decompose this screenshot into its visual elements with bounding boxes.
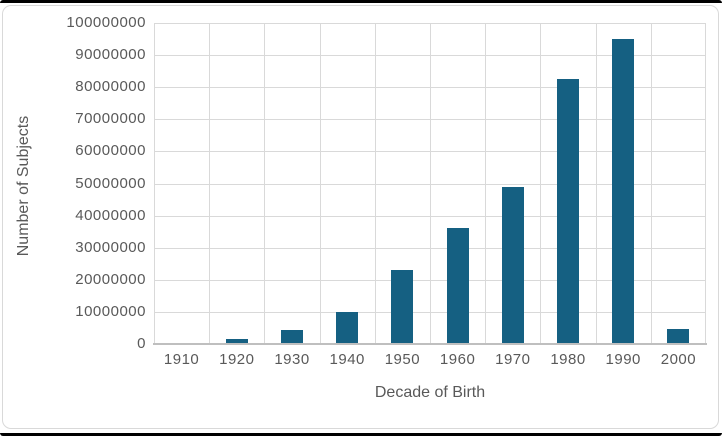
gridline-vertical <box>540 23 542 344</box>
y-tick-label: 40000000 <box>75 206 146 224</box>
bar-2000 <box>667 328 690 344</box>
gridline-vertical <box>264 23 266 344</box>
bar-1940 <box>336 311 359 344</box>
y-axis-tick-labels: 0 10000000 20000000 30000000 40000000 5000000… <box>0 15 146 352</box>
y-tick-label: 50000000 <box>75 174 146 192</box>
x-tick-label: 1970 <box>495 351 531 368</box>
x-tick-label: 1980 <box>550 351 586 368</box>
gridline-vertical <box>650 23 652 344</box>
x-tick-label: 1930 <box>274 351 310 368</box>
bar-1970 <box>501 186 524 344</box>
y-tick-label: 60000000 <box>75 142 146 160</box>
bar-1960 <box>446 228 469 344</box>
chart-frame <box>2 5 719 429</box>
gridline-vertical <box>485 23 487 344</box>
x-axis-tick-labels: 1910 1920 1930 1940 1950 1960 1970 1980 1990 2000 <box>154 351 706 369</box>
x-axis-title: Decade of Birth <box>374 384 486 401</box>
y-tick-label: 80000000 <box>75 78 146 96</box>
y-tick-label: 0 <box>137 335 146 352</box>
x-tick-label: 1920 <box>219 351 255 368</box>
gridline-vertical <box>209 23 211 344</box>
gridline-vertical <box>595 23 597 344</box>
x-tick-label: 1940 <box>329 351 365 368</box>
x-axis-line <box>153 343 707 345</box>
gridline-vertical <box>319 23 321 344</box>
y-tick-label: 70000000 <box>75 110 146 128</box>
bar-1950 <box>391 270 414 344</box>
x-tick-label: 2000 <box>660 351 697 368</box>
bar-1990 <box>612 39 635 344</box>
x-tick-label: 1950 <box>384 351 421 368</box>
y-tick-label: 30000000 <box>75 238 146 256</box>
y-tick-label: 100000000 <box>66 14 146 31</box>
y-tick-label: 10000000 <box>75 302 146 320</box>
top-edge-line <box>0 0 722 3</box>
bar-1980 <box>557 79 579 344</box>
plot-area <box>153 23 707 345</box>
x-tick-label: 1910 <box>163 351 200 368</box>
x-tick-label: 1960 <box>439 351 476 368</box>
gridline-vertical <box>705 23 706 344</box>
gridline-vertical <box>374 23 376 344</box>
bar-1920 <box>225 339 248 344</box>
gridline-vertical <box>154 23 155 344</box>
gridline-vertical <box>430 23 431 344</box>
y-tick-label: 90000000 <box>75 46 146 64</box>
bar-1930 <box>281 329 303 344</box>
x-tick-label: 1990 <box>605 351 641 368</box>
y-tick-label: 20000000 <box>75 270 146 288</box>
bottom-edge-line <box>0 433 722 436</box>
